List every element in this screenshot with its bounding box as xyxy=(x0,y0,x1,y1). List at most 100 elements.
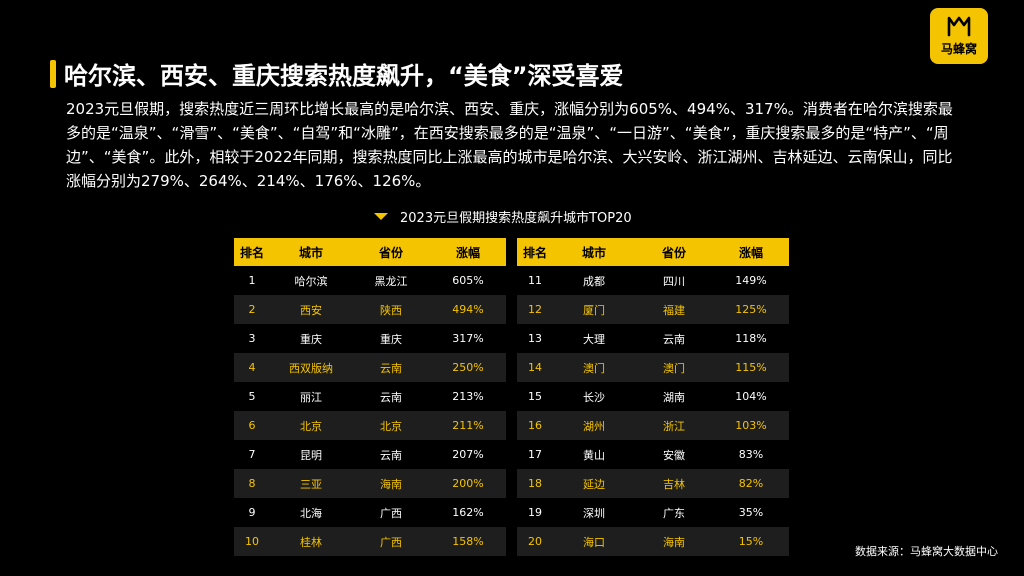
cell-province: 北京 xyxy=(352,411,430,440)
cell-province: 广东 xyxy=(663,506,685,520)
table-row: 14 澳门 澳门 115% xyxy=(517,353,789,382)
table-row: 9 北海 广西 162% xyxy=(234,498,506,527)
table-row: 10 桂林 广西 158% xyxy=(234,527,506,556)
cell-rank: 18 xyxy=(517,469,553,498)
cell-growth: 200% xyxy=(430,469,506,498)
table-row: 2 西安 陕西 494% xyxy=(234,295,506,324)
table-header-row: 排名 城市 省份 涨幅 xyxy=(517,238,789,266)
cell-growth: 15% xyxy=(713,527,789,556)
cell-city: 西双版纳 xyxy=(270,353,352,382)
cell-growth: 104% xyxy=(735,390,767,403)
cell-province: 黑龙江 xyxy=(374,274,408,288)
cell-province: 浙江 xyxy=(635,411,713,440)
ranking-table-left: 排名 城市 省份 涨幅 1 哈尔滨 黑龙江 605% 2 西安 陕西 494% 3 重庆 重庆 317… xyxy=(234,238,506,556)
cell-rank: 20 xyxy=(517,527,553,556)
table-row: 7 昆明 云南 207% xyxy=(234,440,506,469)
cell-city: 三亚 xyxy=(270,469,352,498)
cell-city: 湖州 xyxy=(553,411,635,440)
cell-rank: 10 xyxy=(234,527,270,556)
logo-text: 马蜂窝 xyxy=(940,42,977,56)
cell-growth: 103% xyxy=(713,411,789,440)
cell-growth: 83% xyxy=(738,448,764,461)
cell-rank: 4 xyxy=(234,353,270,382)
cell-rank: 1 xyxy=(248,274,256,287)
cell-province: 广西 xyxy=(352,527,430,556)
cell-province: 陕西 xyxy=(352,295,430,324)
cell-city: 昆明 xyxy=(300,448,322,462)
table-row: 3 重庆 重庆 317% xyxy=(234,324,506,353)
table-row: 6 北京 北京 211% xyxy=(234,411,506,440)
table-row: 8 三亚 海南 200% xyxy=(234,469,506,498)
table-row: 16 湖州 浙江 103% xyxy=(517,411,789,440)
cell-province: 广西 xyxy=(380,506,402,520)
cell-city: 长沙 xyxy=(583,390,605,404)
header-city: 城市 xyxy=(553,238,635,266)
header-province: 省份 xyxy=(635,238,713,266)
cell-city: 延边 xyxy=(553,469,635,498)
header-growth: 涨幅 xyxy=(713,238,789,266)
cell-province: 海南 xyxy=(635,527,713,556)
cell-city: 成都 xyxy=(583,274,605,288)
table-row: 17 黄山 安徽 83% xyxy=(517,440,789,469)
cell-rank: 8 xyxy=(234,469,270,498)
table-row: 18 延边 吉林 82% xyxy=(517,469,789,498)
cell-rank: 2 xyxy=(234,295,270,324)
cell-city: 重庆 xyxy=(300,332,322,346)
cell-rank: 9 xyxy=(248,506,256,519)
table-row: 13 大理 云南 118% xyxy=(517,324,789,353)
header-rank: 排名 xyxy=(234,238,270,266)
cell-rank: 17 xyxy=(528,448,542,461)
cell-rank: 3 xyxy=(248,332,256,345)
cell-rank: 13 xyxy=(528,332,542,345)
cell-rank: 19 xyxy=(528,506,542,519)
cell-province: 云南 xyxy=(380,448,402,462)
page-title: 哈尔滨、西安、重庆搜索热度飙升，“美食”深受喜爱 xyxy=(64,62,624,90)
ranking-table-right: 排名 城市 省份 涨幅 11 成都 四川 149% 12 厦门 福建 125% 13 大理 云南 11… xyxy=(517,238,789,556)
cell-rank: 6 xyxy=(234,411,270,440)
cell-city: 西安 xyxy=(270,295,352,324)
table-row: 4 西双版纳 云南 250% xyxy=(234,353,506,382)
cell-growth: 149% xyxy=(735,274,767,287)
cell-province: 云南 xyxy=(352,353,430,382)
cell-city: 黄山 xyxy=(583,448,605,462)
cell-growth: 317% xyxy=(452,332,484,345)
table-row: 5 丽江 云南 213% xyxy=(234,382,506,411)
mafengwo-logo-icon xyxy=(947,16,971,37)
table-row: 11 成都 四川 149% xyxy=(517,266,789,295)
cell-growth: 162% xyxy=(452,506,484,519)
title-accent-bar xyxy=(50,60,56,88)
cell-growth: 494% xyxy=(430,295,506,324)
cell-growth: 207% xyxy=(452,448,484,461)
cell-city: 澳门 xyxy=(553,353,635,382)
cell-growth: 605% xyxy=(452,274,484,287)
table-row: 19 深圳 广东 35% xyxy=(517,498,789,527)
cell-growth: 213% xyxy=(452,390,484,403)
cell-city: 哈尔滨 xyxy=(294,274,328,288)
data-source-note: 数据来源：马蜂窝大数据中心 xyxy=(855,545,998,558)
table-title: 2023元旦假期搜索热度飙升城市TOP20 xyxy=(374,207,632,226)
cell-growth: 82% xyxy=(713,469,789,498)
cell-rank: 5 xyxy=(248,390,256,403)
table-header-row: 排名 城市 省份 涨幅 xyxy=(234,238,506,266)
cell-rank: 7 xyxy=(248,448,256,461)
cell-rank: 11 xyxy=(528,274,542,287)
header-province: 省份 xyxy=(352,238,430,266)
cell-rank: 15 xyxy=(528,390,542,403)
cell-province: 四川 xyxy=(663,274,685,288)
cell-city: 北京 xyxy=(270,411,352,440)
cell-province: 云南 xyxy=(380,390,402,404)
cell-city: 北海 xyxy=(300,506,322,520)
cell-rank: 12 xyxy=(517,295,553,324)
table-row: 1 哈尔滨 黑龙江 605% xyxy=(234,266,506,295)
description-paragraph: 2023元旦假期，搜索热度近三周环比增长最高的是哈尔滨、西安、重庆，涨幅分别为6… xyxy=(66,100,953,190)
table-row: 15 长沙 湖南 104% xyxy=(517,382,789,411)
cell-province: 湖南 xyxy=(663,390,685,404)
header-city: 城市 xyxy=(270,238,352,266)
cell-city: 海口 xyxy=(553,527,635,556)
cell-province: 云南 xyxy=(663,332,685,346)
triangle-down-icon xyxy=(374,213,388,220)
cell-province: 安徽 xyxy=(663,448,685,462)
cell-growth: 115% xyxy=(713,353,789,382)
cell-growth: 125% xyxy=(713,295,789,324)
brand-logo: 马蜂窝 xyxy=(930,8,988,64)
